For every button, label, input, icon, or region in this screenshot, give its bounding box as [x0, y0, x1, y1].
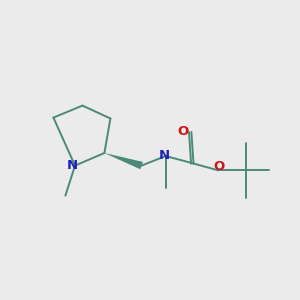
- Text: O: O: [177, 125, 189, 138]
- Text: N: N: [66, 159, 78, 172]
- Text: N: N: [158, 149, 170, 162]
- Polygon shape: [104, 153, 143, 169]
- Text: O: O: [213, 160, 225, 173]
